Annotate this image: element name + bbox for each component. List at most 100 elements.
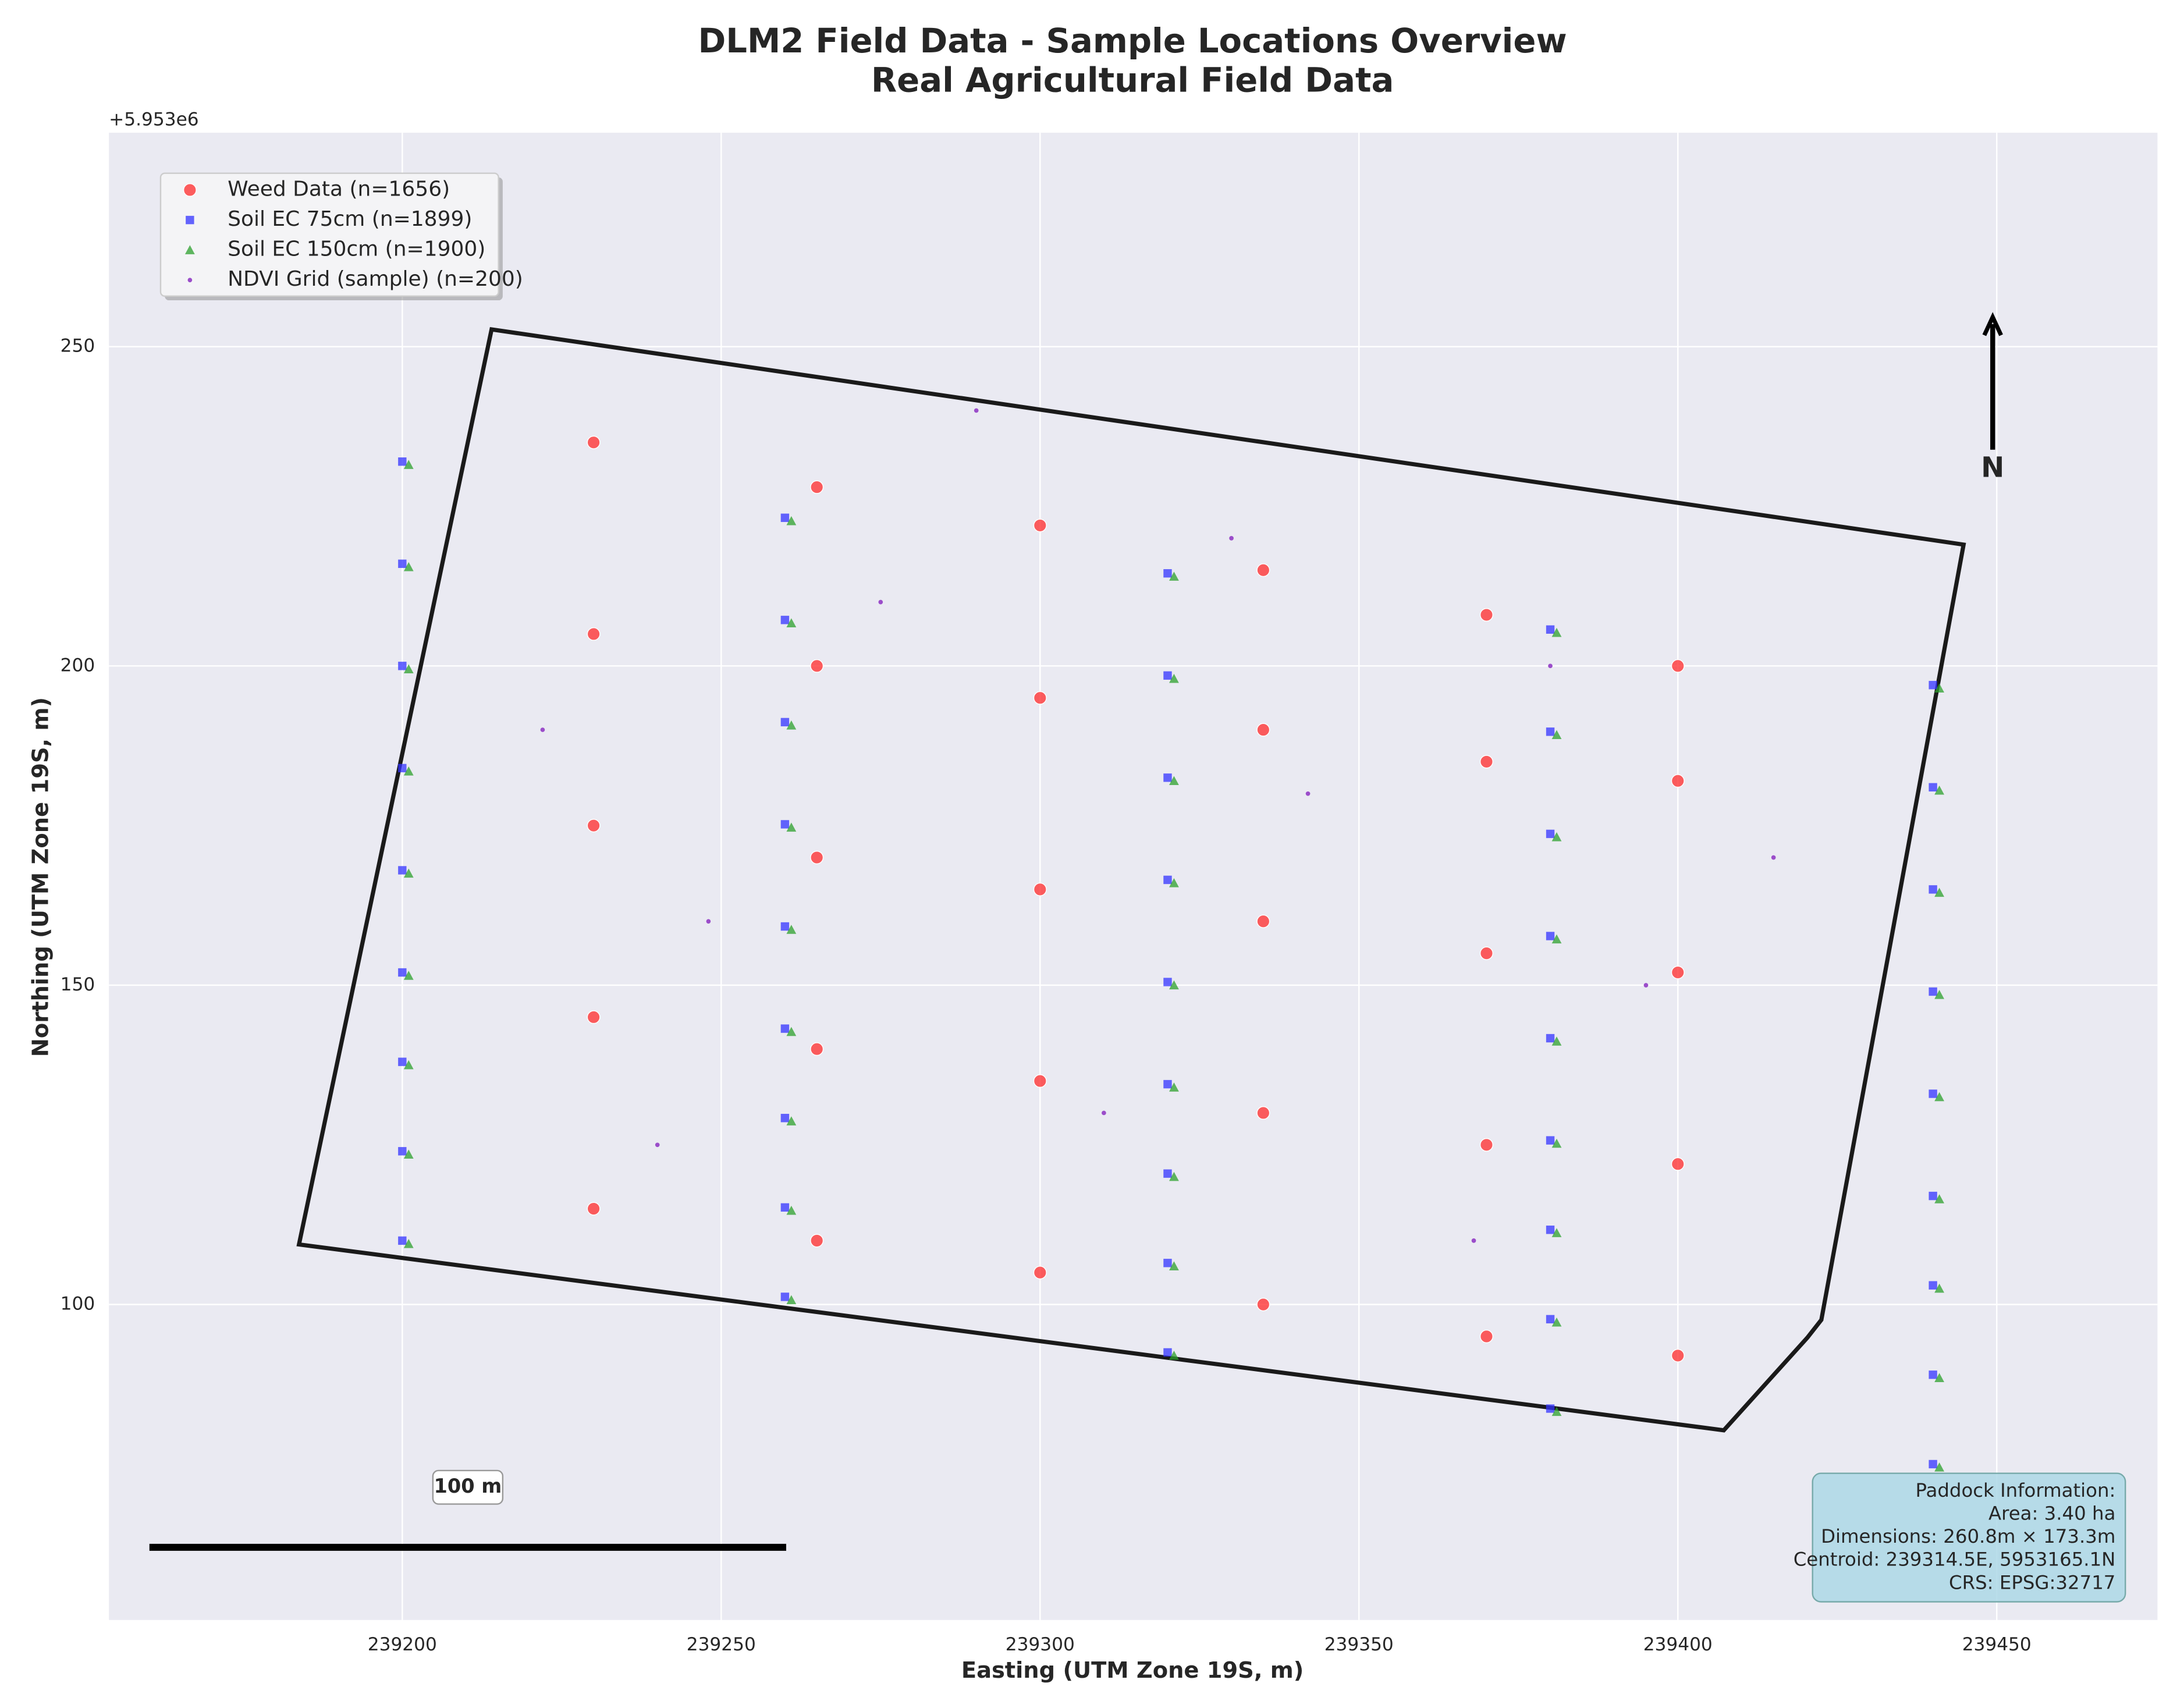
y-tick-label: 200 [61,655,95,676]
soil-ec75-point [1163,978,1172,986]
soil-ec75-point [1929,1460,1937,1469]
soil-ec150-point [1169,1351,1179,1360]
soil-ec150-point [403,664,414,674]
soil-ec150-point [1551,1317,1562,1327]
info-line: Dimensions: 260.8m × 173.3m [1821,1525,2115,1547]
ndvi-point [540,727,545,732]
weed-point [587,627,601,641]
legend-marker [186,215,194,225]
soil-ec150-point [403,460,414,469]
soil-ec150-point [786,822,797,832]
weed-point [1479,1138,1493,1152]
info-line: Area: 3.40 ha [1988,1503,2115,1525]
weed-point [1671,774,1685,788]
ndvi-point [1471,1238,1476,1243]
soil-ec75-point [780,616,790,624]
scale-label-box [432,1469,504,1505]
soil-ec150-point [786,1205,797,1215]
y-tick-label: 100 [61,1294,95,1315]
ndvi-point [1102,1110,1106,1116]
soil-ec150-point [403,766,414,776]
soil-ec75-point [1929,681,1937,690]
info-box [1812,1472,2126,1603]
ndvi-point [1305,791,1311,796]
soil-ec75-point [398,968,407,977]
soil-ec75-point [1546,1136,1555,1145]
soil-ec75-point [1163,569,1172,578]
soil-ec75-point [780,1203,790,1212]
soil-ec75-point [398,662,407,670]
soil-ec75-point [1546,625,1555,634]
soil-ec150-point [786,618,797,628]
soil-ec150-point [1934,1092,1944,1102]
soil-ec75-point [780,820,790,829]
weed-point [1033,691,1047,705]
soil-ec150-point [786,925,797,934]
x-tick-label: 239450 [1962,1634,2032,1655]
y-offset-label: +5.953e6 [109,109,198,130]
weed-point [1256,914,1270,928]
soil-ec150-point [1551,934,1562,944]
y-axis-label: Northing (UTM Zone 19S, m) [27,697,54,1057]
soil-ec150-point [1551,627,1562,637]
ndvi-point [974,408,979,413]
soil-ec75-point [780,1292,790,1301]
plot-area [109,133,2158,1620]
ndvi-point [1548,663,1553,669]
ndvi-point [655,1142,660,1148]
soil-ec75-point [1929,1089,1937,1098]
soil-ec150-point [403,868,414,878]
soil-ec75-point [1163,1259,1172,1267]
soil-ec75-point [1163,773,1172,782]
soil-ec75-point [1163,1080,1172,1089]
info-line: Centroid: 239314.5E, 5953165.1N [1794,1549,2116,1571]
info-line: CRS: EPSG:32717 [1949,1571,2115,1593]
soil-ec75-point [1163,1169,1172,1178]
soil-ec75-point [1163,875,1172,885]
soil-ec75-point [1546,1404,1555,1413]
weed-point [1671,1157,1685,1171]
soil-ec150-point [403,562,414,571]
weed-point [1256,723,1270,737]
soil-ec75-point [1546,1034,1555,1043]
weed-point [1479,755,1493,769]
soil-ec150-point [403,1060,414,1070]
ndvi-point [706,919,711,924]
ndvi-point [878,599,883,605]
soil-ec150-point [1934,990,1944,999]
soil-ec75-point [1929,1370,1937,1379]
weed-point [1033,1074,1047,1088]
weed-point [1671,1348,1685,1362]
soil-ec150-point [1169,1082,1179,1092]
soil-ec150-point [1551,1407,1562,1416]
soil-ec75-point [398,866,407,875]
soil-ec75-point [780,922,790,931]
weed-point [810,1042,824,1056]
soil-ec150-point [786,1027,797,1036]
soil-ec75-point [1929,885,1937,894]
soil-ec75-point [398,1147,407,1156]
soil-ec75-point [1546,1226,1555,1234]
weed-point [810,851,824,865]
soil-ec75-point [1163,671,1172,680]
weed-point [587,435,601,449]
legend-label: Soil EC 150cm (n=1900) [228,237,485,261]
soil-ec150-point [403,1238,414,1248]
weed-point [1256,1106,1270,1120]
soil-ec75-point [398,764,407,773]
x-tick-label: 239300 [1006,1634,1075,1655]
weed-point [810,1234,824,1248]
north-label: N [1981,451,2004,484]
x-tick-label: 239350 [1324,1634,1394,1655]
soil-ec75-point [1929,1281,1937,1290]
soil-ec75-point [1546,932,1555,940]
soil-ec150-point [786,1295,797,1305]
y-tick-label: 250 [61,336,95,357]
y-tick-label: 150 [61,974,95,995]
chart-title: DLM2 Field Data - Sample Locations Overv… [698,22,1567,61]
soil-ec75-point [1929,987,1937,996]
soil-ec150-point [1551,1138,1562,1148]
soil-ec75-point [1546,829,1555,839]
soil-ec150-point [1169,878,1179,887]
soil-ec150-point [1169,1171,1179,1181]
